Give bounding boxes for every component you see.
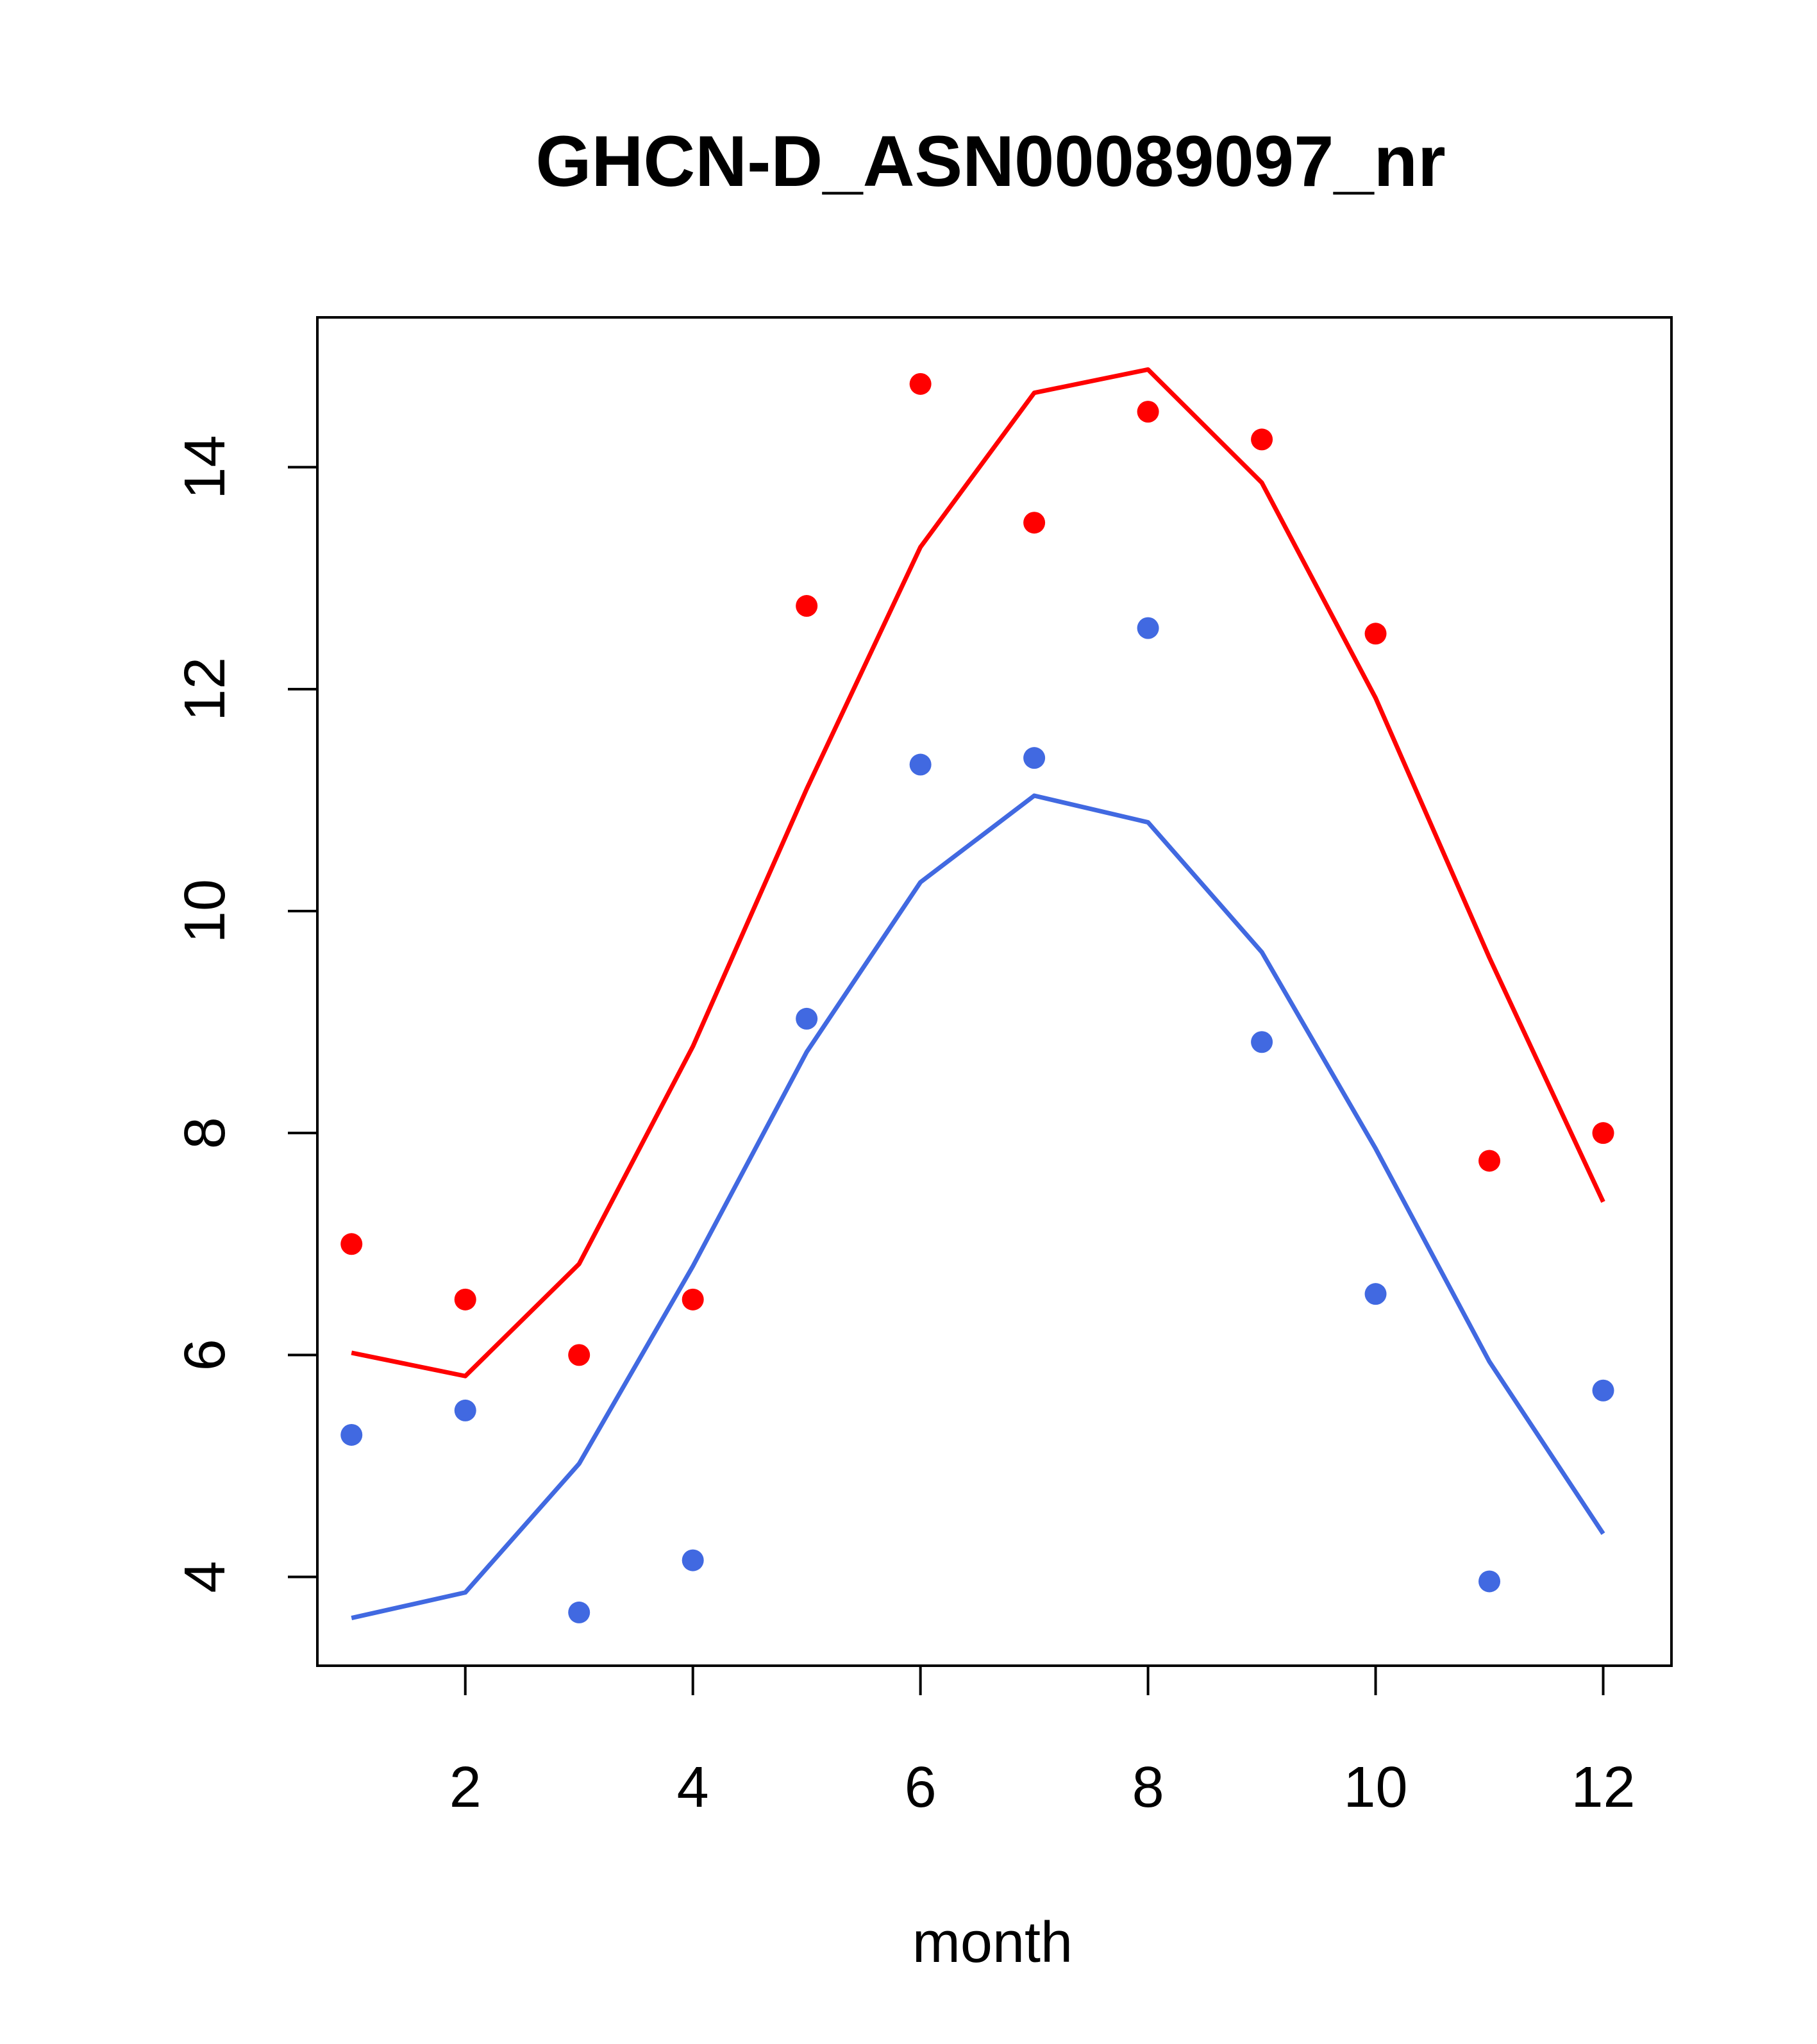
series-1-point: [454, 1288, 476, 1311]
series-2-line: [351, 793, 1605, 1620]
series-1-point: [1251, 428, 1273, 451]
series-1-point: [1023, 512, 1046, 534]
series-2: [340, 617, 1614, 1623]
series-1-point: [796, 595, 818, 617]
series-1-point: [340, 1233, 363, 1255]
y-tick-label: 12: [173, 657, 237, 721]
y-tick-label: 10: [173, 879, 237, 943]
chart-title: GHCN-D_ASN00089097_nr: [535, 121, 1445, 201]
series-2-point: [1137, 617, 1159, 639]
series-2-point: [1364, 1283, 1387, 1305]
x-tick-label: 2: [449, 1755, 481, 1820]
series-2-point: [1478, 1570, 1501, 1593]
series-1-point: [1364, 623, 1387, 645]
series-2-point: [682, 1549, 704, 1571]
y-tick-label: 8: [173, 1117, 237, 1149]
series-1-point: [1592, 1122, 1614, 1144]
x-axis-label: month: [912, 1911, 1073, 1975]
series-2-point: [1592, 1379, 1614, 1402]
y-axis: 4 6 8 10 12 14: [173, 435, 319, 1593]
series-1-point: [568, 1344, 590, 1366]
x-tick-label: 12: [1571, 1755, 1635, 1820]
series-1-point: [1137, 401, 1159, 423]
y-tick-label: 4: [173, 1561, 237, 1593]
series-2-point: [796, 1007, 818, 1030]
y-tick-label: 14: [173, 435, 237, 499]
series-1-point: [909, 373, 932, 395]
series-2-point: [568, 1601, 590, 1623]
series-1-point: [682, 1288, 704, 1311]
x-tick-label: 4: [677, 1755, 709, 1820]
x-tick-label: 8: [1132, 1755, 1164, 1820]
x-tick-label: 6: [905, 1755, 937, 1820]
x-axis: 2 4 6 8 10 12: [449, 1664, 1636, 1820]
y-tick-label: 6: [173, 1339, 237, 1371]
series-2-point: [340, 1423, 363, 1446]
series-2-point: [1023, 747, 1046, 769]
series-2-point: [1251, 1031, 1273, 1053]
series-1-point: [1478, 1150, 1501, 1172]
series-1-line: [351, 367, 1605, 1378]
x-tick-label: 10: [1344, 1755, 1408, 1820]
plot-frame: [316, 316, 1673, 1667]
series-1: [340, 367, 1614, 1378]
series-layer: [340, 367, 1614, 1623]
series-2-point: [909, 753, 932, 776]
series-2-point: [454, 1399, 476, 1421]
